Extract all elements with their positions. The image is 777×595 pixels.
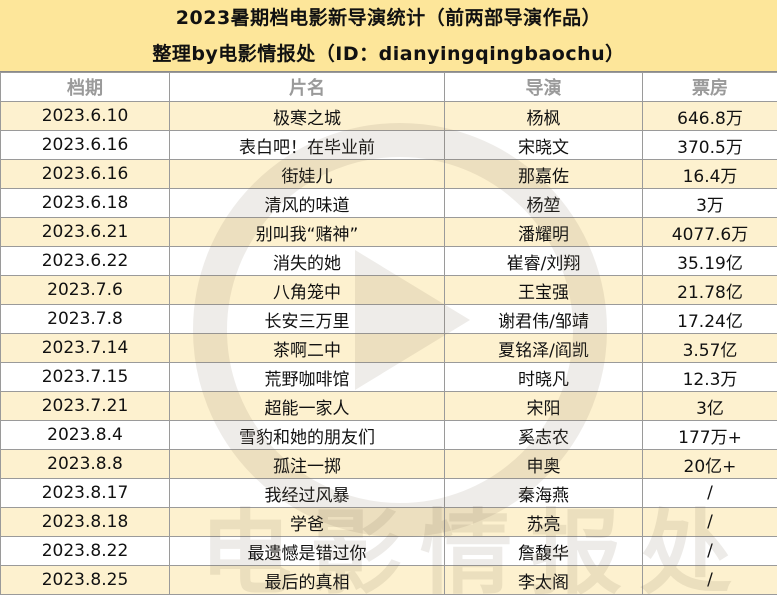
cell-film: 学爸 xyxy=(170,508,445,537)
cell-date: 2023.8.18 xyxy=(1,508,170,537)
cell-box-office: 21.78亿 xyxy=(643,276,777,305)
cell-director: 奚志农 xyxy=(445,421,643,450)
header-row: 档期 片名 导演 票房 xyxy=(1,73,777,102)
cell-film: 我经过风暴 xyxy=(170,479,445,508)
cell-box-office: 16.4万 xyxy=(643,160,777,189)
cell-date: 2023.8.22 xyxy=(1,537,170,566)
cell-director: 秦海燕 xyxy=(445,479,643,508)
cell-director: 崔睿/刘翔 xyxy=(445,247,643,276)
cell-director: 夏铭泽/阎凯 xyxy=(445,334,643,363)
cell-film: 消失的她 xyxy=(170,247,445,276)
cell-director: 申奥 xyxy=(445,450,643,479)
cell-film: 别叫我“赌神” xyxy=(170,218,445,247)
cell-film: 极寒之城 xyxy=(170,102,445,131)
cell-box-office: 17.24亿 xyxy=(643,305,777,334)
cell-date: 2023.8.25 xyxy=(1,566,170,595)
title-line-1: 2023暑期档电影新导演统计（前两部导演作品） xyxy=(0,0,777,36)
cell-box-office: 4077.6万 xyxy=(643,218,777,247)
cell-box-office: / xyxy=(643,537,777,566)
cell-director: 宋晓文 xyxy=(445,131,643,160)
cell-date: 2023.7.14 xyxy=(1,334,170,363)
cell-box-office: / xyxy=(643,508,777,537)
cell-director: 那嘉佐 xyxy=(445,160,643,189)
cell-director: 谢君伟/邹靖 xyxy=(445,305,643,334)
cell-director: 杨堃 xyxy=(445,189,643,218)
cell-director: 杨枫 xyxy=(445,102,643,131)
cell-director: 宋阳 xyxy=(445,392,643,421)
cell-box-office: 35.19亿 xyxy=(643,247,777,276)
cell-box-office: 3万 xyxy=(643,189,777,218)
header-box-office: 票房 xyxy=(643,73,777,102)
cell-box-office: 3亿 xyxy=(643,392,777,421)
title-line-2: 整理by电影情报处（ID：dianyingqingbaochu） xyxy=(0,36,777,72)
cell-date: 2023.8.8 xyxy=(1,450,170,479)
cell-director: 李太阁 xyxy=(445,566,643,595)
cell-date: 2023.6.16 xyxy=(1,160,170,189)
header-film: 片名 xyxy=(170,73,445,102)
cell-date: 2023.7.8 xyxy=(1,305,170,334)
cell-film: 超能一家人 xyxy=(170,392,445,421)
cell-date: 2023.8.4 xyxy=(1,421,170,450)
cell-film: 清风的味道 xyxy=(170,189,445,218)
cell-date: 2023.6.18 xyxy=(1,189,170,218)
cell-film: 长安三万里 xyxy=(170,305,445,334)
header-director: 导演 xyxy=(445,73,643,102)
cell-box-office: 177万+ xyxy=(643,421,777,450)
cell-film: 八角笼中 xyxy=(170,276,445,305)
cell-box-office: / xyxy=(643,566,777,595)
title-banner: 2023暑期档电影新导演统计（前两部导演作品） 整理by电影情报处（ID：dia… xyxy=(0,0,777,72)
cell-date: 2023.6.21 xyxy=(1,218,170,247)
header-date: 档期 xyxy=(1,73,170,102)
cell-date: 2023.7.15 xyxy=(1,363,170,392)
cell-director: 潘耀明 xyxy=(445,218,643,247)
cell-box-office: 646.8万 xyxy=(643,102,777,131)
cell-film: 街娃儿 xyxy=(170,160,445,189)
cell-box-office: / xyxy=(643,479,777,508)
cell-film: 最遗憾是错过你 xyxy=(170,537,445,566)
cell-date: 2023.6.16 xyxy=(1,131,170,160)
cell-box-office: 12.3万 xyxy=(643,363,777,392)
cell-box-office: 3.57亿 xyxy=(643,334,777,363)
cell-date: 2023.6.10 xyxy=(1,102,170,131)
cell-box-office: 20亿+ xyxy=(643,450,777,479)
cell-date: 2023.7.6 xyxy=(1,276,170,305)
cell-director: 詹馥华 xyxy=(445,537,643,566)
cell-director: 时晓凡 xyxy=(445,363,643,392)
cell-director: 苏亮 xyxy=(445,508,643,537)
cell-film: 最后的真相 xyxy=(170,566,445,595)
cell-box-office: 370.5万 xyxy=(643,131,777,160)
cell-film: 孤注一掷 xyxy=(170,450,445,479)
cell-film: 雪豹和她的朋友们 xyxy=(170,421,445,450)
cell-date: 2023.6.22 xyxy=(1,247,170,276)
cell-date: 2023.7.21 xyxy=(1,392,170,421)
cell-film: 荒野咖啡馆 xyxy=(170,363,445,392)
cell-film: 表白吧！在毕业前 xyxy=(170,131,445,160)
cell-date: 2023.8.17 xyxy=(1,479,170,508)
cell-director: 王宝强 xyxy=(445,276,643,305)
cell-film: 茶啊二中 xyxy=(170,334,445,363)
